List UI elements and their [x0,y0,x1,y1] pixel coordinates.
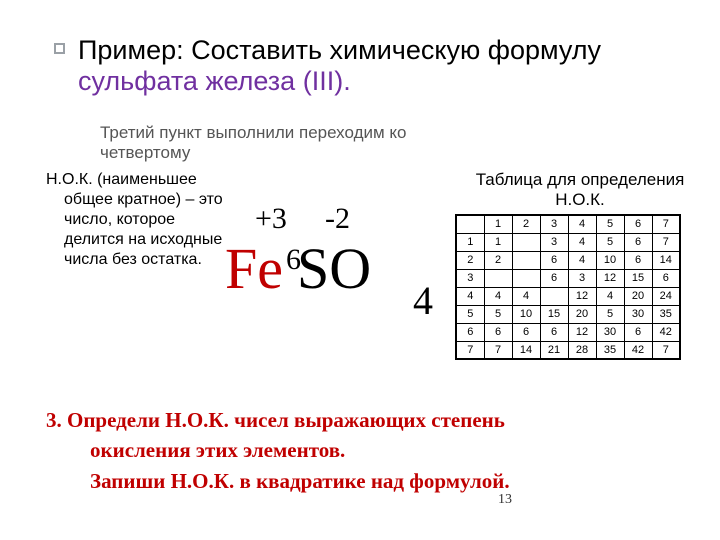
table-header-cell: 5 [596,215,624,233]
table-cell: 24 [652,287,680,305]
table-cell: 5 [596,305,624,323]
nok-definition: Н.О.К. (наименьшее общее кратное) – это … [46,170,236,270]
oxidation-2: -2 [325,202,350,236]
table-cell: 4 [568,233,596,251]
table-cell: 20 [568,305,596,323]
table-cell: 6 [624,251,652,269]
table-cell [512,233,540,251]
table-cell: 3 [540,233,568,251]
oxidation-1: +3 [255,202,287,236]
step3-line1: 3. Определи Н.О.К. чисел выражающих степ… [46,408,505,432]
table-cell [540,287,568,305]
table-cell: 2 [484,251,512,269]
table-cell: 20 [624,287,652,305]
sub-note: Третий пункт выполнили переходим ко четв… [100,123,460,163]
table-cell: 14 [652,251,680,269]
table-cell: 6 [484,323,512,341]
title-lead: Пример: Составить химическую формулу [78,35,601,65]
table-cell [512,251,540,269]
table-cell: 30 [624,305,652,323]
table-cell: 4 [512,287,540,305]
chemical-formula: FeSO [225,235,371,302]
table-cell: 4 [596,287,624,305]
table-cell: 2 [456,251,484,269]
table-cell: 6 [624,233,652,251]
page-number: 13 [498,492,512,508]
table-cell: 15 [540,305,568,323]
table-cell: 30 [596,323,624,341]
table-cell: 10 [596,251,624,269]
table-cell: 7 [456,341,484,359]
title-compound: сульфата железа (III). [78,66,351,96]
nok-def-head: Н.О.К. (наименьшее [46,171,197,188]
table-cell: 4 [456,287,484,305]
table-cell: 7 [652,233,680,251]
slide-title: Пример: Составить химическую формулу сул… [78,35,680,97]
table-cell: 5 [596,233,624,251]
table-cell: 6 [652,269,680,287]
table-cell: 12 [568,287,596,305]
table-cell: 21 [540,341,568,359]
table-cell: 7 [484,341,512,359]
bullet-icon [54,43,65,54]
table-cell: 3 [568,269,596,287]
table-cell: 3 [456,269,484,287]
table-cell: 6 [512,323,540,341]
table-header-cell [456,215,484,233]
table-cell: 1 [456,233,484,251]
table-cell: 28 [568,341,596,359]
table-cell: 4 [484,287,512,305]
step3-line3: Запиши Н.О.К. в квадратике над формулой. [46,466,606,496]
table-title: Таблица для определения Н.О.К. [475,170,685,210]
step3-line2: окисления этих элементов. [46,435,606,465]
table-cell: 12 [596,269,624,287]
step-3-instruction: 3. Определи Н.О.К. чисел выражающих степ… [46,405,606,496]
table-cell: 1 [484,233,512,251]
table-cell: 42 [624,341,652,359]
table-cell: 12 [568,323,596,341]
table-header-cell: 4 [568,215,596,233]
table-header-cell: 2 [512,215,540,233]
table-cell [512,269,540,287]
table-cell: 6 [540,251,568,269]
table-cell: 6 [540,323,568,341]
table-cell: 4 [568,251,596,269]
group-so: SO [297,236,371,301]
table-cell: 10 [512,305,540,323]
table-header-cell: 6 [624,215,652,233]
table-header-cell: 1 [484,215,512,233]
table-cell: 6 [540,269,568,287]
table-cell: 6 [624,323,652,341]
table-cell: 5 [484,305,512,323]
table-cell: 5 [456,305,484,323]
subscript-4: 4 [413,277,433,324]
element-fe: Fe [225,236,283,301]
table-cell: 15 [624,269,652,287]
table-cell: 6 [456,323,484,341]
table-cell: 14 [512,341,540,359]
table-cell: 35 [652,305,680,323]
nok-table: 1234567113456722641061436312156444124202… [455,214,681,360]
table-header-cell: 3 [540,215,568,233]
table-header-cell: 7 [652,215,680,233]
table-cell: 42 [652,323,680,341]
table-cell: 7 [652,341,680,359]
nok-def-rest: общее кратное) – это число, которое дели… [46,190,236,270]
table-cell: 35 [596,341,624,359]
table-cell [484,269,512,287]
